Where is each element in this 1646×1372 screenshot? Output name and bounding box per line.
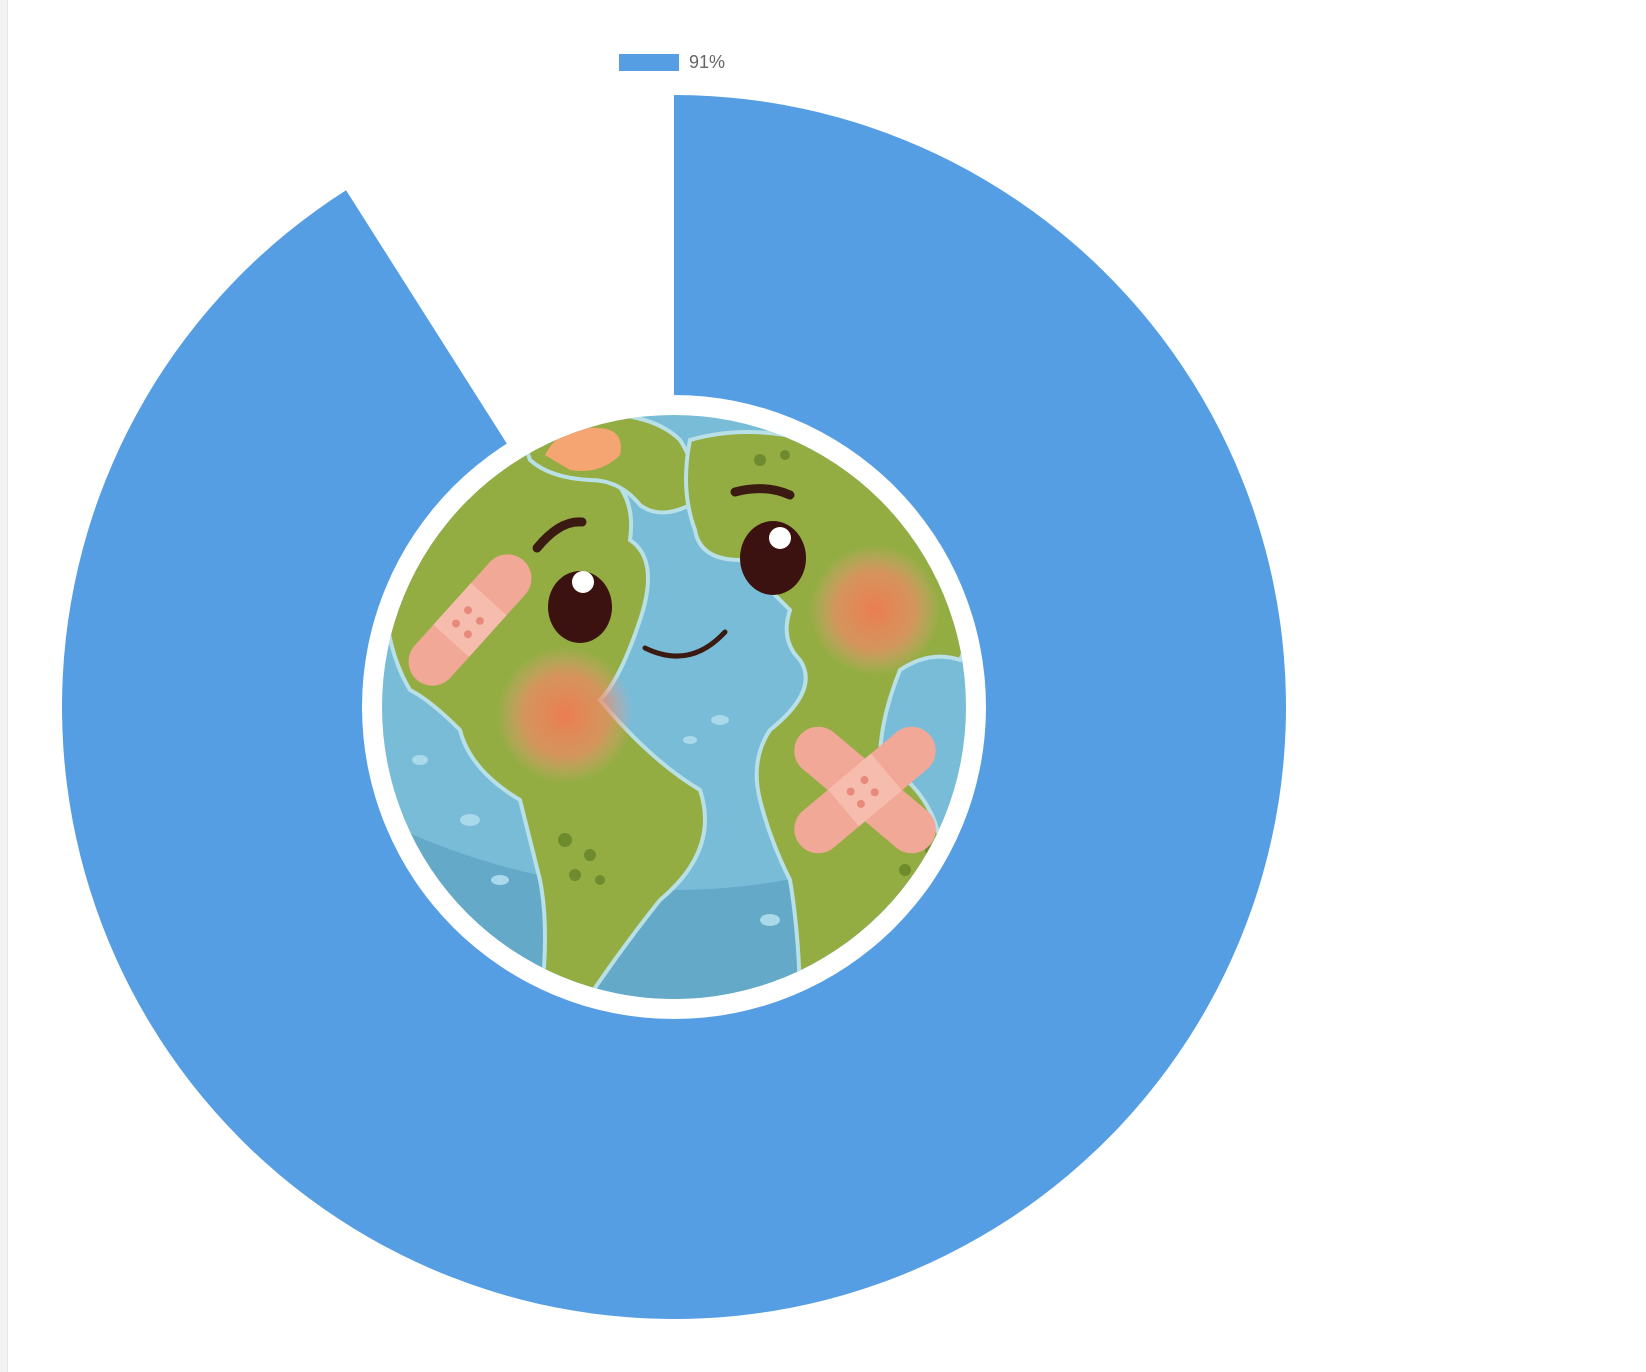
left-border <box>0 0 8 1372</box>
chart-legend[interactable]: 91% <box>619 52 725 72</box>
donut-slice-0[interactable] <box>61 95 1287 1319</box>
legend-swatch <box>619 53 679 71</box>
legend-label: 91% <box>689 52 726 72</box>
earth-icon <box>362 395 986 1019</box>
slices-group <box>61 95 1287 1319</box>
